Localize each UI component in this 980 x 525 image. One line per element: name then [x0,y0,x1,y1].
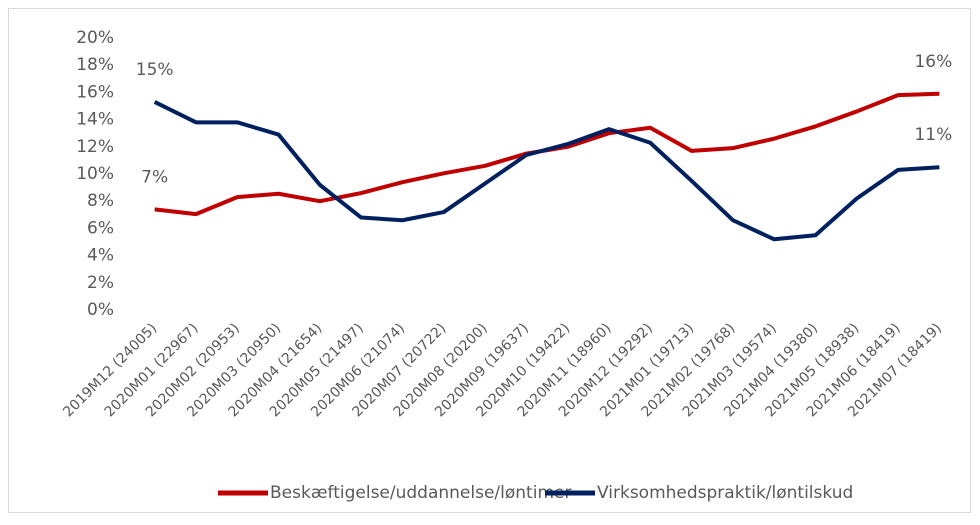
y-tick-label: 18% [76,55,114,75]
y-tick-label: 10% [76,164,114,184]
y-tick-label: 2% [87,273,114,293]
y-tick-label: 6% [87,218,114,238]
chart-border [8,8,971,513]
y-tick-label: 8% [87,191,114,211]
y-tick-label: 12% [76,137,114,157]
y-tick-label: 20% [76,28,114,48]
data-label: 15% [136,60,174,80]
legend-label: Virksomhedspraktik/løntilskud [597,483,853,503]
legend-label: Beskæftigelse/uddannelse/løntimer [270,483,571,503]
data-label: 16% [914,52,952,72]
y-tick-label: 16% [76,82,114,102]
y-tick-label: 4% [87,246,114,266]
data-label: 11% [914,125,952,145]
y-tick-label: 0% [87,300,114,320]
line [153,100,940,242]
y-tick-label: 14% [76,110,114,130]
data-label: 7% [141,167,168,187]
